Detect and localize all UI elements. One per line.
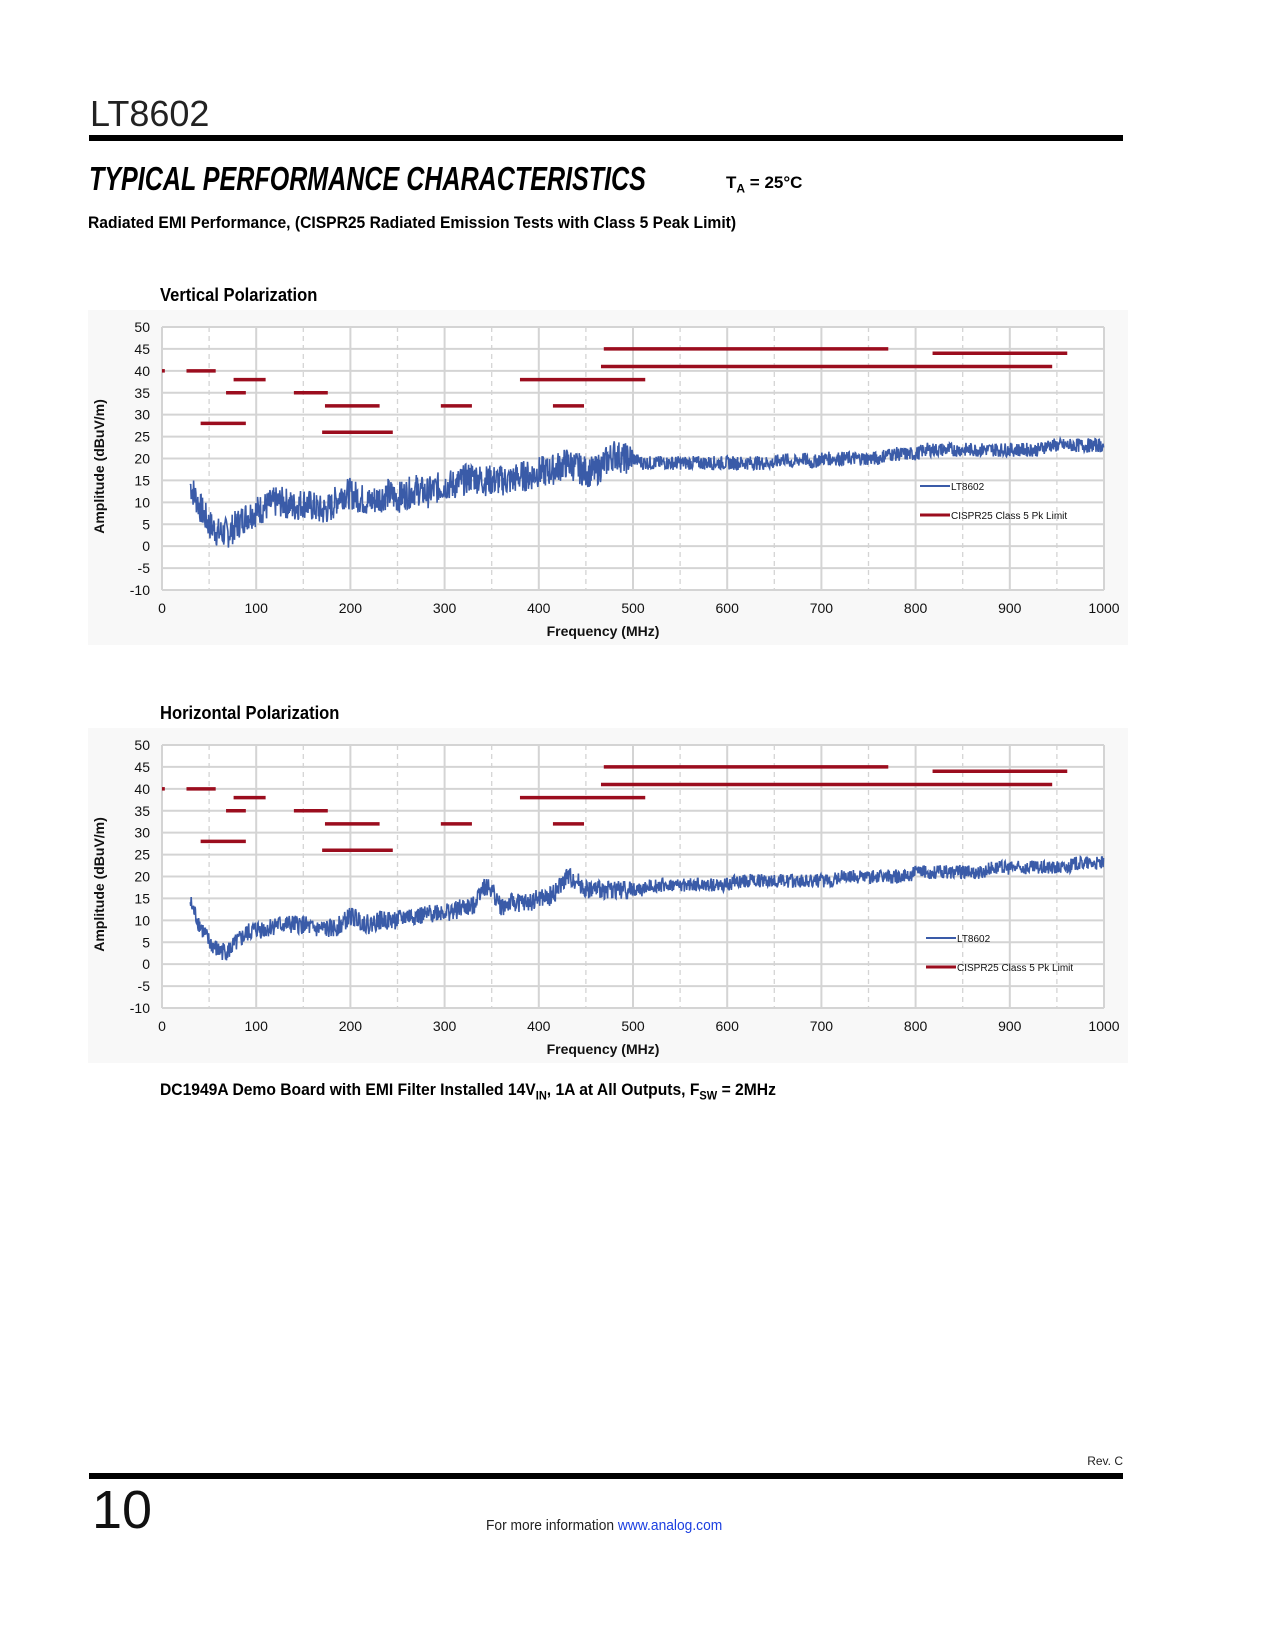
y-tick-label: 30 [134,407,150,423]
y-tick-label: 15 [134,472,150,488]
x-tick-label: 100 [245,1018,269,1034]
y-tick-label: -5 [138,978,151,994]
caption-sub: SW [699,1088,718,1103]
x-tick-label: 800 [904,600,928,616]
figure-subtitle: Radiated EMI Performance, (CISPR25 Radia… [88,213,737,232]
y-tick-label: -5 [138,560,151,576]
y-tick-label: 5 [142,934,150,950]
x-tick-label: 1000 [1088,1018,1119,1034]
legend-label-lt8602: LT8602 [951,482,985,493]
y-tick-label: 0 [142,538,150,554]
y-tick-label: 40 [134,781,150,797]
legend-label-limit: CISPR25 Class 5 Pk Limit [957,963,1073,974]
condition-prefix: T [726,173,737,192]
page-number: 10 [92,1480,153,1540]
website-link[interactable]: www.analog.com [617,1517,723,1534]
condition-sub: A [736,181,746,196]
x-tick-label: 100 [245,600,269,616]
trace-lt8602 [189,435,1105,548]
x-tick-label: 1000 [1088,600,1119,616]
x-tick-label: 600 [716,1018,740,1034]
x-tick-label: 500 [621,600,645,616]
y-tick-label: 5 [142,516,150,532]
x-tick-label: 600 [716,600,740,616]
x-axis-label: Frequency (MHz) [547,1041,660,1057]
chart-title-vertical: Vertical Polarization [160,285,318,305]
y-tick-label: 25 [134,429,150,445]
y-tick-label: 45 [134,759,150,775]
x-tick-label: 200 [339,600,363,616]
y-tick-label: 20 [134,451,150,467]
legend-label-lt8602: LT8602 [957,934,991,945]
x-tick-label: 900 [998,600,1022,616]
caption-text: , 1A at All Outputs, F [546,1080,700,1099]
more-info-text: For more information [486,1517,615,1534]
x-tick-label: 800 [904,1018,928,1034]
y-tick-label: 50 [134,319,150,335]
y-tick-label: 40 [134,363,150,379]
caption-text: DC1949A Demo Board with EMI Filter Insta… [160,1080,536,1099]
x-tick-label: 700 [810,1018,834,1034]
y-axis-label: Amplitude (dBuV/m) [91,399,107,534]
x-tick-label: 900 [998,1018,1022,1034]
x-axis-label: Frequency (MHz) [547,623,660,639]
y-tick-label: -10 [130,1000,150,1016]
y-tick-label: 0 [142,956,150,972]
figure-caption: DC1949A Demo Board with EMI Filter Insta… [160,1079,776,1106]
chart-title-horizontal: Horizontal Polarization [160,703,340,723]
x-tick-label: 700 [810,600,834,616]
y-tick-label: 45 [134,341,150,357]
condition-value: = 25°C [749,173,803,192]
y-tick-label: 20 [134,869,150,885]
section-title: TYPICAL PERFORMANCE CHARACTERISTICS [89,160,646,197]
caption-sub: IN [535,1088,547,1103]
header-rule [89,135,1123,141]
part-number: LT8602 [90,93,210,134]
y-tick-label: 10 [134,912,150,928]
y-tick-label: 15 [134,890,150,906]
y-tick-label: 35 [134,803,150,819]
x-tick-label: 400 [527,1018,551,1034]
y-tick-label: 25 [134,847,150,863]
y-tick-label: 50 [134,737,150,753]
trace-lt8602 [189,854,1105,961]
x-tick-label: 400 [527,600,551,616]
x-tick-label: 300 [433,1018,457,1034]
footer-rule [89,1473,1123,1479]
y-axis-label: Amplitude (dBuV/m) [91,817,107,952]
y-tick-label: 10 [134,494,150,510]
y-tick-label: -10 [130,582,150,598]
legend-label-limit: CISPR25 Class 5 Pk Limit [951,511,1067,522]
x-tick-label: 500 [621,1018,645,1034]
x-tick-label: 200 [339,1018,363,1034]
y-tick-label: 35 [134,385,150,401]
x-tick-label: 0 [158,600,166,616]
temperature-condition: TA = 25°C [726,172,802,199]
caption-text: = 2MHz [717,1080,776,1099]
x-tick-label: 0 [158,1018,166,1034]
revision: Rev. C [1087,1454,1123,1468]
x-tick-label: 300 [433,600,457,616]
y-tick-label: 30 [134,825,150,841]
footer-more-info: For more information www.analog.com [486,1517,722,1535]
